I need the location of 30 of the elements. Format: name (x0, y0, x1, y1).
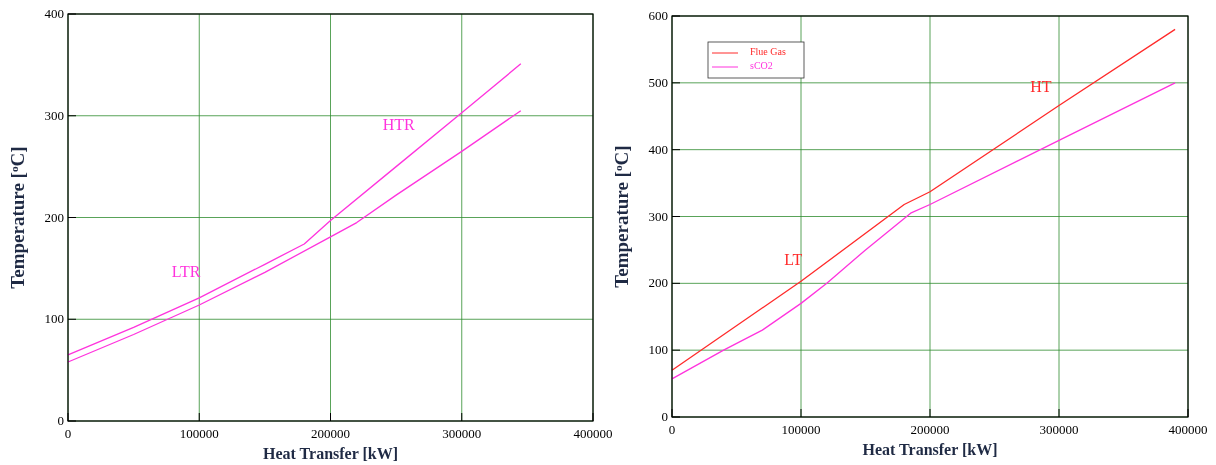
x-axis-title: Heat Transfer [kW] (262, 445, 399, 462)
line-series (67, 110, 522, 363)
x-tick-label: 100000 (179, 426, 219, 441)
x-tick-label: 400000 (1168, 422, 1208, 437)
y-tick-label: 400 (648, 141, 668, 157)
y-tick-label: 400 (44, 6, 64, 21)
x-tick-label: 200000 (311, 426, 350, 441)
x-tick-label: 300000 (442, 426, 482, 441)
annotation: LT (784, 250, 803, 268)
x-tick-label: 400000 (573, 426, 613, 441)
annotation: HTR (382, 115, 416, 133)
y-tick-label: 200 (44, 209, 64, 225)
legend-label: Flue Gas (750, 46, 786, 57)
line-series (671, 82, 1176, 380)
line-series (671, 28, 1176, 371)
x-tick-label: 300000 (1039, 422, 1079, 437)
y-tick-label: 500 (648, 74, 668, 90)
y-tick-label: 100 (648, 342, 668, 358)
x-tick-label: 200000 (910, 422, 950, 437)
y-tick-label: 300 (648, 208, 668, 224)
y-tick-label: 300 (44, 107, 64, 123)
legend-label: sCO2 (750, 60, 773, 71)
y-tick-label: 600 (648, 8, 668, 23)
y-tick-label: 100 (44, 311, 64, 327)
y-tick-label: 0 (661, 409, 668, 424)
x-axis-title: Heat Transfer [kW] (862, 441, 998, 458)
line-series (67, 63, 522, 356)
y-tick-label: 200 (648, 275, 668, 291)
annotation: HT (1030, 78, 1052, 96)
x-tick-label: 100000 (781, 422, 821, 437)
